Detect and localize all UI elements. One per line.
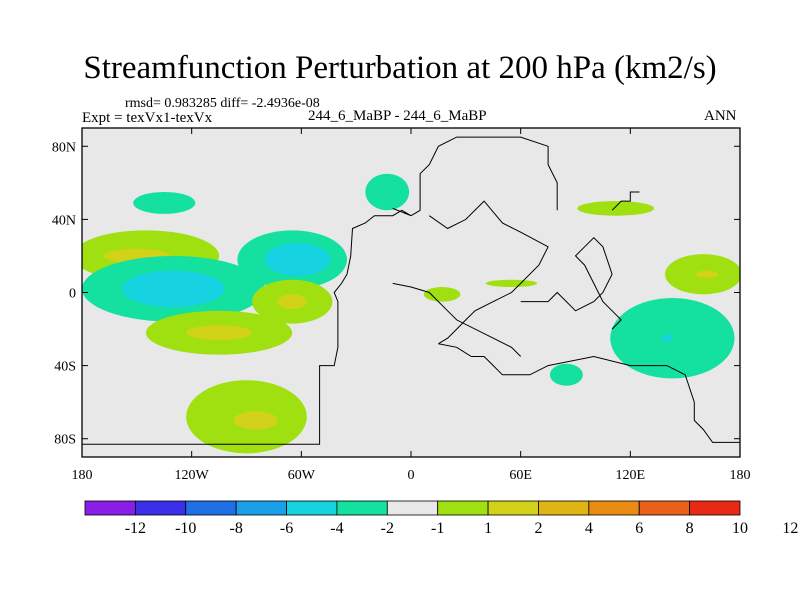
colorbar-box-3 xyxy=(235,500,287,516)
x-tick-label-6: 180 xyxy=(730,468,751,483)
contour-region-16 xyxy=(577,201,655,216)
colorbar-box-6 xyxy=(386,500,439,516)
colorbar-box-10 xyxy=(588,500,640,516)
colorbar-label-10: 6 xyxy=(635,520,643,537)
contour-region-1 xyxy=(365,173,410,211)
colorbar-label-5: -2 xyxy=(381,520,394,537)
y-tick-label-0: 80N xyxy=(52,140,76,155)
y-tick-label-3: 40S xyxy=(54,360,76,375)
axis-ticks: 180 120W 60W 0 60E 120E 180 80N 40N 0 40S 80S xyxy=(52,128,751,483)
colorbar-box-5 xyxy=(336,500,388,516)
contour-region-9 xyxy=(186,325,252,341)
colorbar-box-9 xyxy=(538,500,590,516)
colorbar-label-2: -8 xyxy=(229,520,242,537)
colorbar-label-4: -4 xyxy=(330,520,343,537)
experiment-label: Expt = texVx1-texVx xyxy=(82,110,213,126)
colorbar-label-8: 2 xyxy=(534,520,542,537)
y-tick-label-4: 80S xyxy=(54,433,76,448)
colorbar-box-2 xyxy=(185,500,237,516)
contour-region-19 xyxy=(661,334,673,342)
coastlines xyxy=(82,136,740,445)
colorbar-label-6: -1 xyxy=(431,520,444,537)
colorbar-label-11: 8 xyxy=(686,520,694,537)
colorbar-label-1: -10 xyxy=(175,520,196,537)
coastline-5 xyxy=(520,236,622,330)
colorbar-box-11 xyxy=(638,500,691,516)
coastline-1 xyxy=(410,136,558,217)
colorbar-label-9: 4 xyxy=(585,520,593,537)
colorbar-label-0: -12 xyxy=(125,520,146,537)
x-tick-label-4: 60E xyxy=(509,468,532,483)
colorbar-box-0 xyxy=(84,500,136,516)
y-tick-label-1: 40N xyxy=(52,213,76,228)
season-label: ANN xyxy=(704,108,737,124)
contour-region-14 xyxy=(485,279,538,288)
contour-region-5 xyxy=(264,243,331,277)
colorbar: -12 -10 -8 -6 -4 -2 -1 1 2 4 6 8 10 12 xyxy=(84,500,798,537)
contour-region-7 xyxy=(122,270,225,308)
x-tick-label-5: 120E xyxy=(616,468,646,483)
colorbar-box-12 xyxy=(689,500,741,516)
rmsd-annotation: rmsd= 0.983285 diff= -2.4936e-08 xyxy=(125,96,320,111)
colorbar-box-4 xyxy=(286,500,338,516)
colorbar-label-13: 12 xyxy=(782,520,798,537)
colorbar-box-1 xyxy=(134,500,187,516)
coastline-4 xyxy=(392,282,522,357)
colorbar-box-7 xyxy=(437,500,489,516)
colorbar-label-12: 10 xyxy=(732,520,748,537)
colorbar-label-7: 1 xyxy=(484,520,492,537)
contour-region-17 xyxy=(549,363,583,386)
x-tick-label-3: 0 xyxy=(408,468,415,483)
contour-region-21 xyxy=(696,270,719,278)
x-tick-label-0: 180 xyxy=(72,468,93,483)
x-tick-label-1: 120W xyxy=(175,468,210,483)
colorbar-box-8 xyxy=(487,500,539,516)
contour-region-15 xyxy=(423,287,461,302)
contour-region-0 xyxy=(133,191,196,214)
coastline-6 xyxy=(611,191,640,211)
contour-region-13 xyxy=(233,411,278,430)
x-tick-label-2: 60W xyxy=(288,468,316,483)
chart-title: Streamfunction Perturbation at 200 hPa (… xyxy=(83,50,717,86)
coastline-3 xyxy=(438,343,740,443)
contour-fills xyxy=(82,173,740,454)
coastline-0 xyxy=(82,207,412,445)
contour-region-11 xyxy=(277,294,307,309)
case-label: 244_6_MaBP - 244_6_MaBP xyxy=(308,108,487,124)
y-tick-label-2: 0 xyxy=(69,287,76,302)
colorbar-label-3: -6 xyxy=(280,520,293,537)
